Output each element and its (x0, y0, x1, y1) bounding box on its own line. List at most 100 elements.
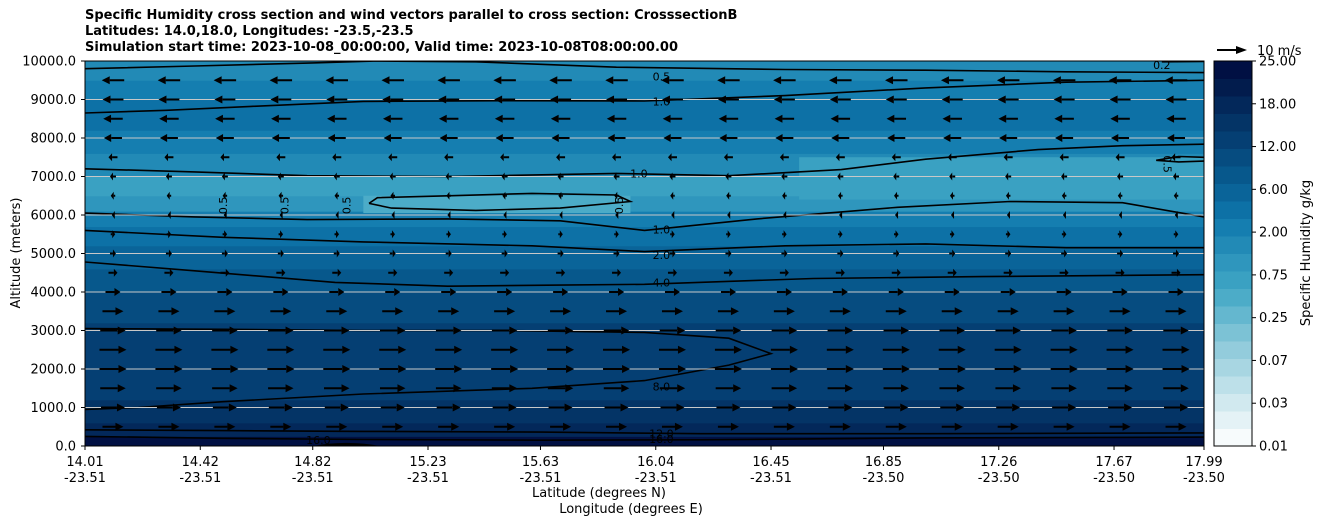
wind-arrow (943, 134, 962, 142)
wind-arrow-head (673, 288, 680, 296)
wind-arrow (103, 134, 122, 142)
wind-arrow-head (398, 345, 407, 354)
wind-arrow-head (332, 153, 336, 162)
wind-arrow (829, 422, 851, 431)
wind-arrow (658, 365, 686, 373)
wind-arrow (835, 268, 845, 277)
wind-arrow (103, 114, 123, 123)
wind-arrow (1005, 230, 1011, 239)
wind-arrow-head (775, 134, 783, 142)
wind-arrow (166, 191, 172, 200)
wind-arrow (1005, 172, 1012, 181)
colorbar-label: Specific Humidity g/kg (1299, 180, 1314, 326)
wind-arrow (612, 153, 622, 162)
wind-arrow-head (774, 114, 783, 123)
wind-arrow (389, 172, 396, 181)
x-tick-label-lat: 14.42 (182, 455, 219, 470)
wind-arrow (837, 172, 844, 181)
wind-arrow (277, 249, 284, 258)
wind-arrow-head (614, 191, 618, 200)
wind-arrow-head (174, 345, 183, 354)
wind-arrow-head (1178, 422, 1187, 431)
x-tick-label-lat: 15.63 (522, 455, 559, 470)
wind-arrow-head (446, 191, 450, 200)
x-tick-label-lon: -23.50 (1093, 471, 1135, 486)
wind-arrow-head (661, 76, 670, 85)
y-tick-label: 5000.0 (31, 247, 77, 262)
x-tick-label-lon: -23.51 (64, 471, 106, 486)
wind-arrow-head (1174, 211, 1178, 219)
wind-arrow (779, 268, 789, 277)
colorbar: 0.01 0.03 0.07 0.25 0.75 2.00 6.00 12.00 18.00 25… (1213, 55, 1296, 455)
wind-arrow (159, 114, 179, 123)
wind-arrow-head (901, 345, 910, 354)
wind-arrow-head (1118, 211, 1122, 219)
wind-arrow-head (618, 288, 625, 296)
y-tick-label: 2000.0 (31, 363, 77, 378)
wind-arrow (997, 95, 1019, 104)
wind-arrow-head (676, 403, 685, 412)
wind-arrow-head (885, 76, 894, 85)
wind-arrow-head (895, 230, 899, 239)
colorbar-tick-label: 0.75 (1259, 268, 1288, 283)
wind-arrow-head (1109, 95, 1118, 104)
wind-arrow (326, 422, 348, 431)
wind-arrow (108, 268, 118, 277)
wind-arrow-head (1010, 422, 1019, 431)
wind-arrow (211, 345, 239, 354)
wind-arrow (437, 76, 460, 85)
colorbar-segment (1214, 341, 1252, 359)
y-tick-label: 10000.0 (22, 55, 76, 70)
wind-arrow-head (170, 288, 177, 296)
wind-arrow (500, 153, 510, 162)
wind-arrow (335, 211, 339, 219)
wind-arrow (826, 345, 854, 354)
wind-arrow-head (116, 403, 125, 412)
wind-arrow (606, 307, 628, 316)
wind-arrow (938, 345, 966, 354)
wind-arrow-head (213, 76, 222, 85)
wind-arrow-head (224, 249, 228, 258)
wind-arrow (661, 307, 683, 316)
wind-arrow (996, 403, 1021, 412)
wind-arrow-head (677, 345, 686, 354)
wind-arrow-head (717, 76, 726, 85)
y-tick-label: 9000.0 (31, 93, 77, 108)
humidity-band (85, 268, 1204, 293)
wind-arrow-head (1171, 153, 1176, 162)
wind-arrow-head (171, 422, 180, 431)
contour-line (368, 192, 634, 212)
wind-arrow (436, 403, 461, 412)
wind-arrow (1056, 288, 1072, 296)
wind-arrow-head (1117, 191, 1121, 200)
wind-arrow (1061, 172, 1068, 181)
wind-arrow-head (885, 95, 894, 104)
contour-line (85, 79, 1204, 114)
wind-arrow-head (677, 365, 686, 373)
wind-arrow (324, 384, 350, 393)
wind-arrow (551, 134, 570, 142)
wind-arrow (156, 326, 182, 335)
wind-arrow-head (838, 191, 842, 200)
wind-arrow (491, 345, 519, 354)
wind-arrow-head (392, 249, 396, 258)
wind-arrow (446, 230, 451, 239)
wind-arrow (783, 211, 787, 219)
wind-arrow-head (550, 114, 559, 123)
colorbar-segment (1214, 61, 1252, 79)
wind-arrow-head (454, 365, 463, 373)
x-tick-label-lat: 14.01 (66, 455, 103, 470)
wind-arrow-head (725, 172, 729, 181)
wind-arrow-head (444, 153, 448, 162)
wind-arrow (223, 211, 227, 219)
wind-arrow (997, 422, 1019, 431)
wind-arrow (211, 365, 239, 373)
wind-arrow (214, 307, 236, 316)
wind-arrow (893, 249, 900, 258)
wind-arrow-head (1006, 211, 1010, 219)
wind-arrow-head (1055, 134, 1063, 142)
wind-arrow-head (451, 422, 460, 431)
wind-arrow (550, 422, 572, 431)
wind-arrow-head (277, 172, 281, 181)
